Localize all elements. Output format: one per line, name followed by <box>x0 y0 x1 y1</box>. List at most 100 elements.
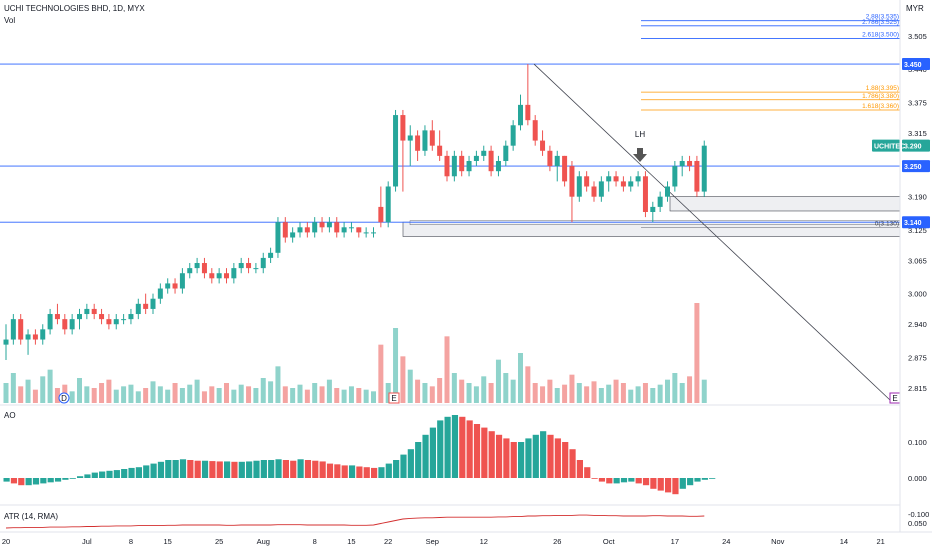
ao-tick-label: 0.000 <box>908 474 927 483</box>
ao-bar <box>54 478 62 482</box>
ao-bar <box>415 442 422 478</box>
candle-body <box>32 334 38 340</box>
candle-body <box>99 314 105 320</box>
ao-bar <box>334 464 341 478</box>
volume-bar <box>385 383 391 403</box>
candle-body <box>216 273 222 279</box>
ao-bar <box>378 467 385 478</box>
volume-bar <box>422 383 428 403</box>
ao-bar <box>510 442 517 478</box>
candle-body <box>591 186 597 197</box>
ao-bar <box>319 461 326 478</box>
ao-bar <box>547 434 554 478</box>
ao-bar <box>635 478 642 484</box>
volume-bar <box>77 378 82 403</box>
date-tick-label: 14 <box>840 537 848 546</box>
candle-body <box>40 329 46 340</box>
candle-body <box>209 273 215 279</box>
volume-bar <box>407 369 413 403</box>
volume-bar <box>356 388 362 403</box>
candle-body <box>598 181 604 197</box>
ao-bar <box>466 420 473 478</box>
volume-bar <box>201 391 207 403</box>
ao-bar <box>77 476 84 478</box>
volume-bar <box>687 376 693 403</box>
candle-body <box>290 232 296 238</box>
ao-bar <box>69 478 76 479</box>
level-mid-badge <box>902 160 930 173</box>
ao-bar <box>150 463 157 478</box>
volume-bar <box>429 386 435 403</box>
price-tick-label: 3.000 <box>908 290 927 299</box>
volume-bar <box>371 391 376 403</box>
candle-body <box>128 314 134 320</box>
ao-bar <box>540 431 547 478</box>
ao-bar <box>106 470 113 478</box>
candle-body <box>18 319 24 340</box>
volume-bar <box>576 383 582 403</box>
ao-bar <box>25 478 32 486</box>
level-high-badge-text: 3.450 <box>904 62 922 69</box>
volume-bar <box>488 383 494 403</box>
candle-body <box>481 150 487 156</box>
volume-bar <box>47 369 53 403</box>
ao-bar <box>628 478 635 482</box>
ao-bar <box>444 416 451 478</box>
atr-tick-label: 0.050 <box>908 519 927 528</box>
last-price-badge-text: 3.290 <box>904 144 922 151</box>
ao-bar <box>620 478 628 483</box>
candle-body <box>77 314 82 320</box>
volume-bar <box>628 389 634 403</box>
volume-bar <box>99 383 105 403</box>
ao-tick-label: -0.100 <box>908 510 929 519</box>
candle-body <box>547 150 553 167</box>
last-price-badge <box>902 139 930 152</box>
volume-bar <box>106 379 112 403</box>
volume-bar <box>246 386 252 403</box>
ao-bar <box>451 415 459 478</box>
volume-bar <box>679 383 685 403</box>
ao-bar <box>701 478 708 480</box>
date-tick-label: 17 <box>671 537 679 546</box>
volume-bar <box>547 379 553 403</box>
atr-pane-label: ATR (14, RMA) <box>4 512 58 521</box>
candle-body <box>451 155 457 177</box>
ao-bar <box>694 478 701 482</box>
date-tick-label: Oct <box>603 537 616 546</box>
candle-body <box>415 135 421 151</box>
ao-bar <box>135 467 142 478</box>
candle-body <box>69 319 75 330</box>
volume-bar <box>91 388 97 403</box>
volume-bar <box>657 384 663 403</box>
volume-bar <box>613 379 619 403</box>
ao-bar <box>481 427 488 478</box>
candle-body <box>62 319 68 330</box>
ao-bar <box>650 478 657 489</box>
candle-body <box>606 176 612 182</box>
volume-bar <box>3 383 9 403</box>
volume-bar <box>510 379 516 403</box>
volume-bar <box>393 328 399 403</box>
volume-bar <box>701 379 707 403</box>
volume-bar <box>54 388 60 403</box>
candle-body <box>194 263 200 269</box>
ao-bar <box>172 460 179 478</box>
volume-bar <box>378 344 384 403</box>
volume-bar <box>518 353 523 403</box>
atr-line <box>5 514 705 529</box>
volume-bar <box>84 386 90 403</box>
volume-bar <box>532 383 538 403</box>
event-marker-label: E <box>892 394 897 403</box>
candle-body <box>672 166 678 187</box>
volume-bar <box>400 356 406 403</box>
ao-bar <box>91 472 98 478</box>
volume-bar <box>503 373 509 403</box>
ao-bar <box>429 427 436 478</box>
volume-bar <box>128 384 134 403</box>
ao-bar <box>407 449 414 478</box>
volume-bar <box>437 378 443 403</box>
ao-bar <box>297 459 304 478</box>
candle-body <box>348 227 354 229</box>
candle-body <box>3 339 9 345</box>
